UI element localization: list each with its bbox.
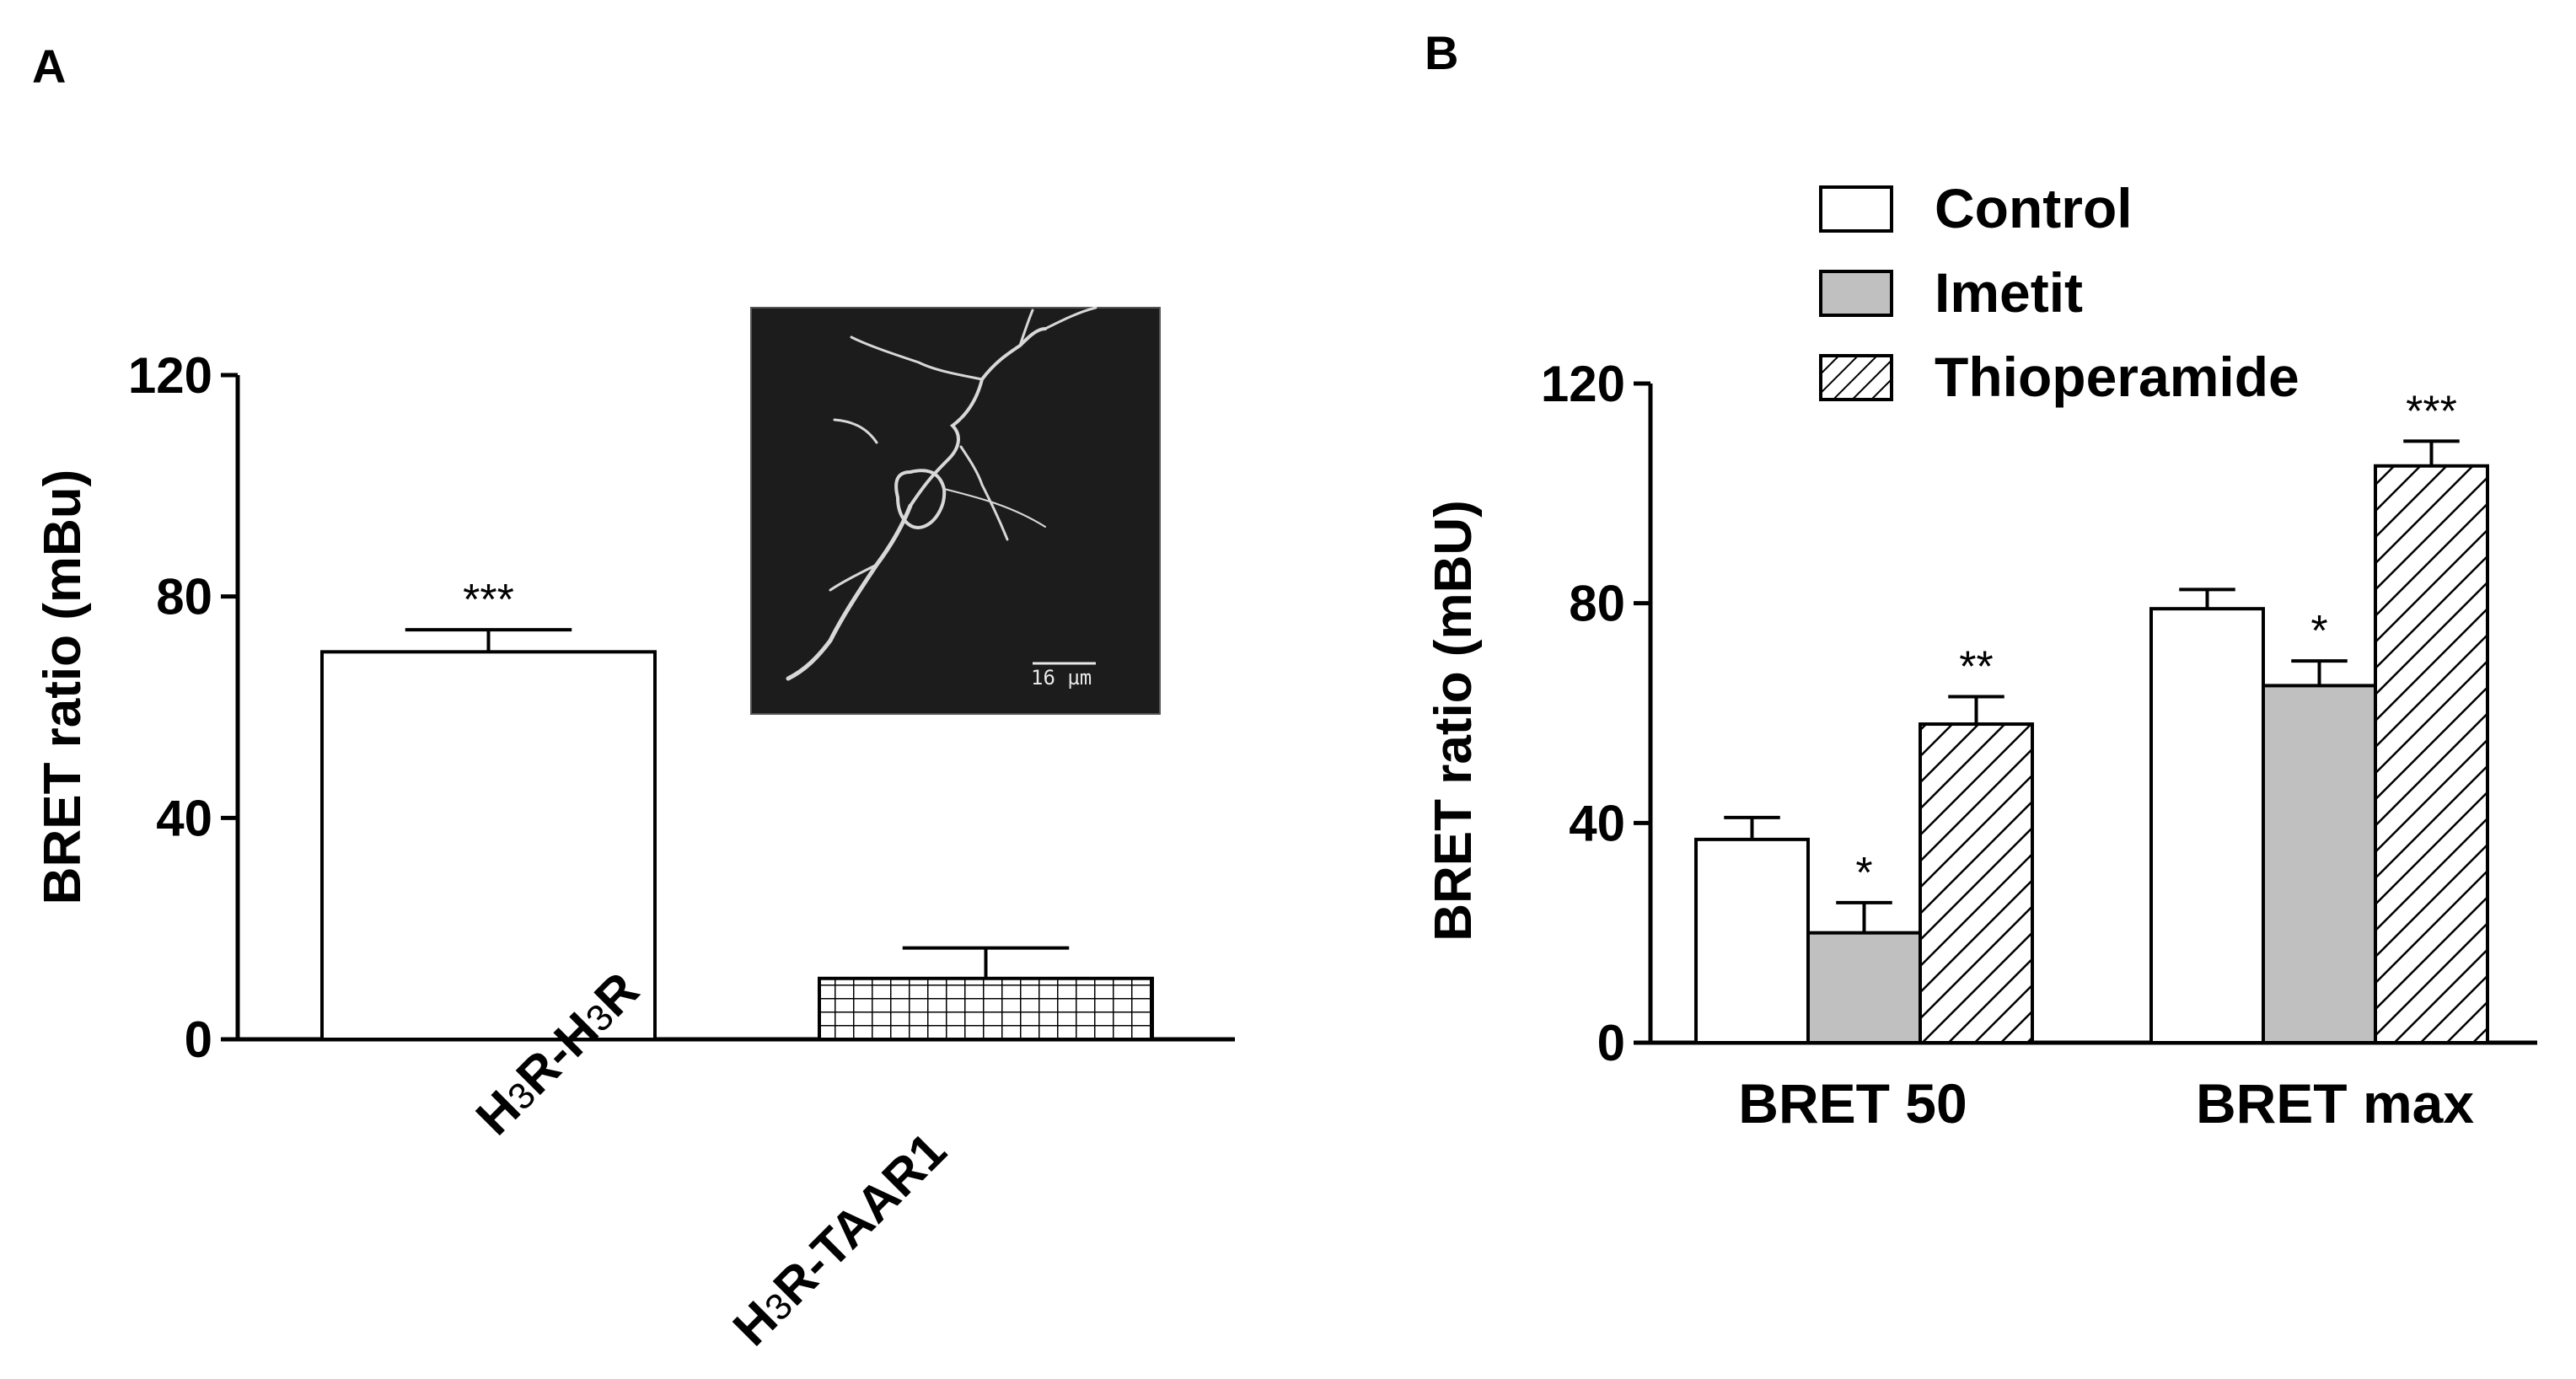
panel-a-bar-0-significance: *** — [463, 576, 514, 625]
panel-b-bar-1-0 — [2149, 607, 2265, 1044]
panel-b-y-axis-title: BRET ratio (mBU) — [1425, 500, 1483, 942]
panel-a-y-tick-label-1: 40 — [156, 790, 212, 846]
panel-b-y-tick-label-0: 0 — [1597, 1015, 1625, 1071]
panel-a-y-tick-label-2: 80 — [156, 569, 212, 625]
panel-b-bar-0-0 — [1694, 837, 1810, 1045]
panel-b-bar-0-1 — [1806, 931, 1922, 1044]
panel-a-bar-1 — [818, 976, 1154, 1042]
panel-b-bars: ******* — [1694, 387, 2489, 1045]
legend-label-imetit: Imetit — [1935, 261, 2083, 324]
panel-b-bar-1-1-significance: * — [2310, 607, 2327, 656]
legend-swatch-imetit — [1819, 270, 1893, 317]
panel-a-bar-0 — [320, 650, 657, 1041]
panel-a-bars: *** — [320, 576, 1154, 1042]
legend: Control Imetit Thioperamide — [1819, 177, 2300, 408]
cat-a1-suffix: R-TAAR1 — [763, 1122, 957, 1316]
panel-b-bar-1-2-significance: *** — [2406, 387, 2457, 436]
legend-swatch-thioperamide — [1819, 354, 1893, 401]
panel-b-category-label-bret-50: BRET 50 — [1738, 1072, 1967, 1135]
legend-label-control: Control — [1935, 177, 2133, 239]
panel-a-category-label-h3r-taar1: H3R-TAAR1 — [722, 1122, 957, 1356]
panel-b-bar-1-1 — [2262, 684, 2377, 1045]
panel-b-bar-0-2 — [1919, 722, 2034, 1044]
neuron-micrograph-inset: 16 µm — [750, 306, 1161, 715]
legend-swatch-control — [1819, 185, 1893, 233]
panel-a-y-axis-title: BRET ratio (mBu) — [34, 470, 92, 905]
neuron-icon — [786, 306, 1097, 681]
scale-bar-label: 16 µm — [1031, 666, 1092, 690]
panel-b-y-tick-label-1: 40 — [1569, 795, 1625, 851]
panel-b-bar-1-2 — [2374, 464, 2489, 1044]
panel-a-y-tick-label-3: 120 — [128, 347, 212, 404]
legend-label-thioperamide: Thioperamide — [1935, 346, 2300, 408]
panel-letter-a: A — [32, 40, 66, 93]
panel-a-chart: BRET ratio (mBu) 0 40 80 120 *** 16 µm — [34, 306, 1235, 1356]
panel-b-bar-0-1-significance: * — [1855, 849, 1872, 898]
panel-letter-b: B — [1425, 26, 1458, 79]
panel-a-y-tick-label-0: 0 — [185, 1011, 212, 1068]
panel-b-y-tick-label-2: 80 — [1569, 576, 1625, 632]
panel-b-category-label-bret-max: BRET max — [2196, 1072, 2474, 1135]
panel-b-bar-0-2-significance: ** — [1959, 642, 1993, 691]
panel-b-y-tick-label-3: 120 — [1541, 356, 1625, 412]
